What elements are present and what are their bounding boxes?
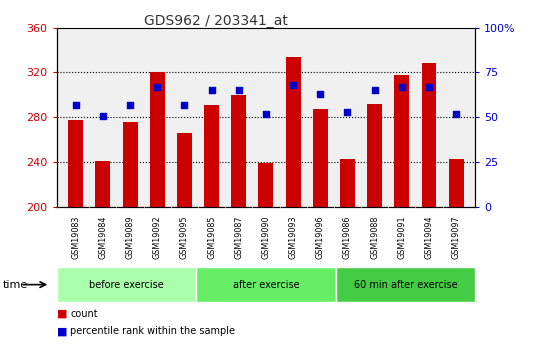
Text: GSM19092: GSM19092 bbox=[153, 215, 162, 259]
Bar bbox=[422, 63, 436, 207]
Text: GSM19085: GSM19085 bbox=[207, 215, 216, 259]
Bar bbox=[313, 109, 328, 207]
Text: time: time bbox=[3, 280, 28, 289]
Bar bbox=[286, 57, 301, 207]
Point bbox=[207, 88, 216, 93]
Text: GSM19084: GSM19084 bbox=[98, 216, 107, 259]
Text: GSM19096: GSM19096 bbox=[316, 215, 325, 259]
Point bbox=[153, 84, 161, 90]
Bar bbox=[259, 163, 273, 207]
Text: GSM19087: GSM19087 bbox=[234, 215, 244, 259]
Point bbox=[343, 109, 352, 115]
Text: percentile rank within the sample: percentile rank within the sample bbox=[70, 326, 235, 336]
Point bbox=[370, 88, 379, 93]
Text: GSM19097: GSM19097 bbox=[451, 215, 461, 259]
Bar bbox=[394, 75, 409, 207]
Point bbox=[180, 102, 189, 108]
Text: 60 min after exercise: 60 min after exercise bbox=[354, 280, 457, 289]
Point bbox=[262, 111, 271, 117]
Bar bbox=[204, 105, 219, 207]
Bar bbox=[367, 104, 382, 207]
Text: before exercise: before exercise bbox=[89, 280, 164, 289]
Text: GSM19094: GSM19094 bbox=[424, 215, 434, 259]
Text: GSM19086: GSM19086 bbox=[343, 216, 352, 259]
Text: ■: ■ bbox=[57, 309, 67, 319]
Bar bbox=[123, 122, 138, 207]
Bar bbox=[96, 161, 110, 207]
Point bbox=[452, 111, 461, 117]
Text: GSM19095: GSM19095 bbox=[180, 215, 189, 259]
Text: count: count bbox=[70, 309, 98, 319]
Point bbox=[71, 102, 80, 108]
Bar bbox=[57, 267, 196, 302]
Text: after exercise: after exercise bbox=[233, 280, 299, 289]
Bar bbox=[68, 119, 83, 207]
Point bbox=[424, 84, 433, 90]
Text: GDS962 / 203341_at: GDS962 / 203341_at bbox=[144, 14, 288, 28]
Bar bbox=[177, 133, 192, 207]
Text: GSM19088: GSM19088 bbox=[370, 216, 379, 259]
Bar bbox=[196, 267, 336, 302]
Point bbox=[289, 82, 298, 88]
Bar bbox=[231, 95, 246, 207]
Point bbox=[126, 102, 134, 108]
Point bbox=[397, 84, 406, 90]
Point bbox=[99, 113, 107, 118]
Text: GSM19093: GSM19093 bbox=[288, 215, 298, 259]
Point bbox=[234, 88, 243, 93]
Text: ■: ■ bbox=[57, 326, 67, 336]
Text: GSM19091: GSM19091 bbox=[397, 215, 406, 259]
Text: GSM19090: GSM19090 bbox=[261, 215, 271, 259]
Bar bbox=[150, 72, 165, 207]
Point bbox=[316, 91, 325, 97]
Bar bbox=[449, 159, 464, 207]
Text: GSM19083: GSM19083 bbox=[71, 216, 80, 259]
Bar bbox=[336, 267, 475, 302]
Text: GSM19089: GSM19089 bbox=[126, 215, 134, 259]
Bar bbox=[340, 159, 355, 207]
